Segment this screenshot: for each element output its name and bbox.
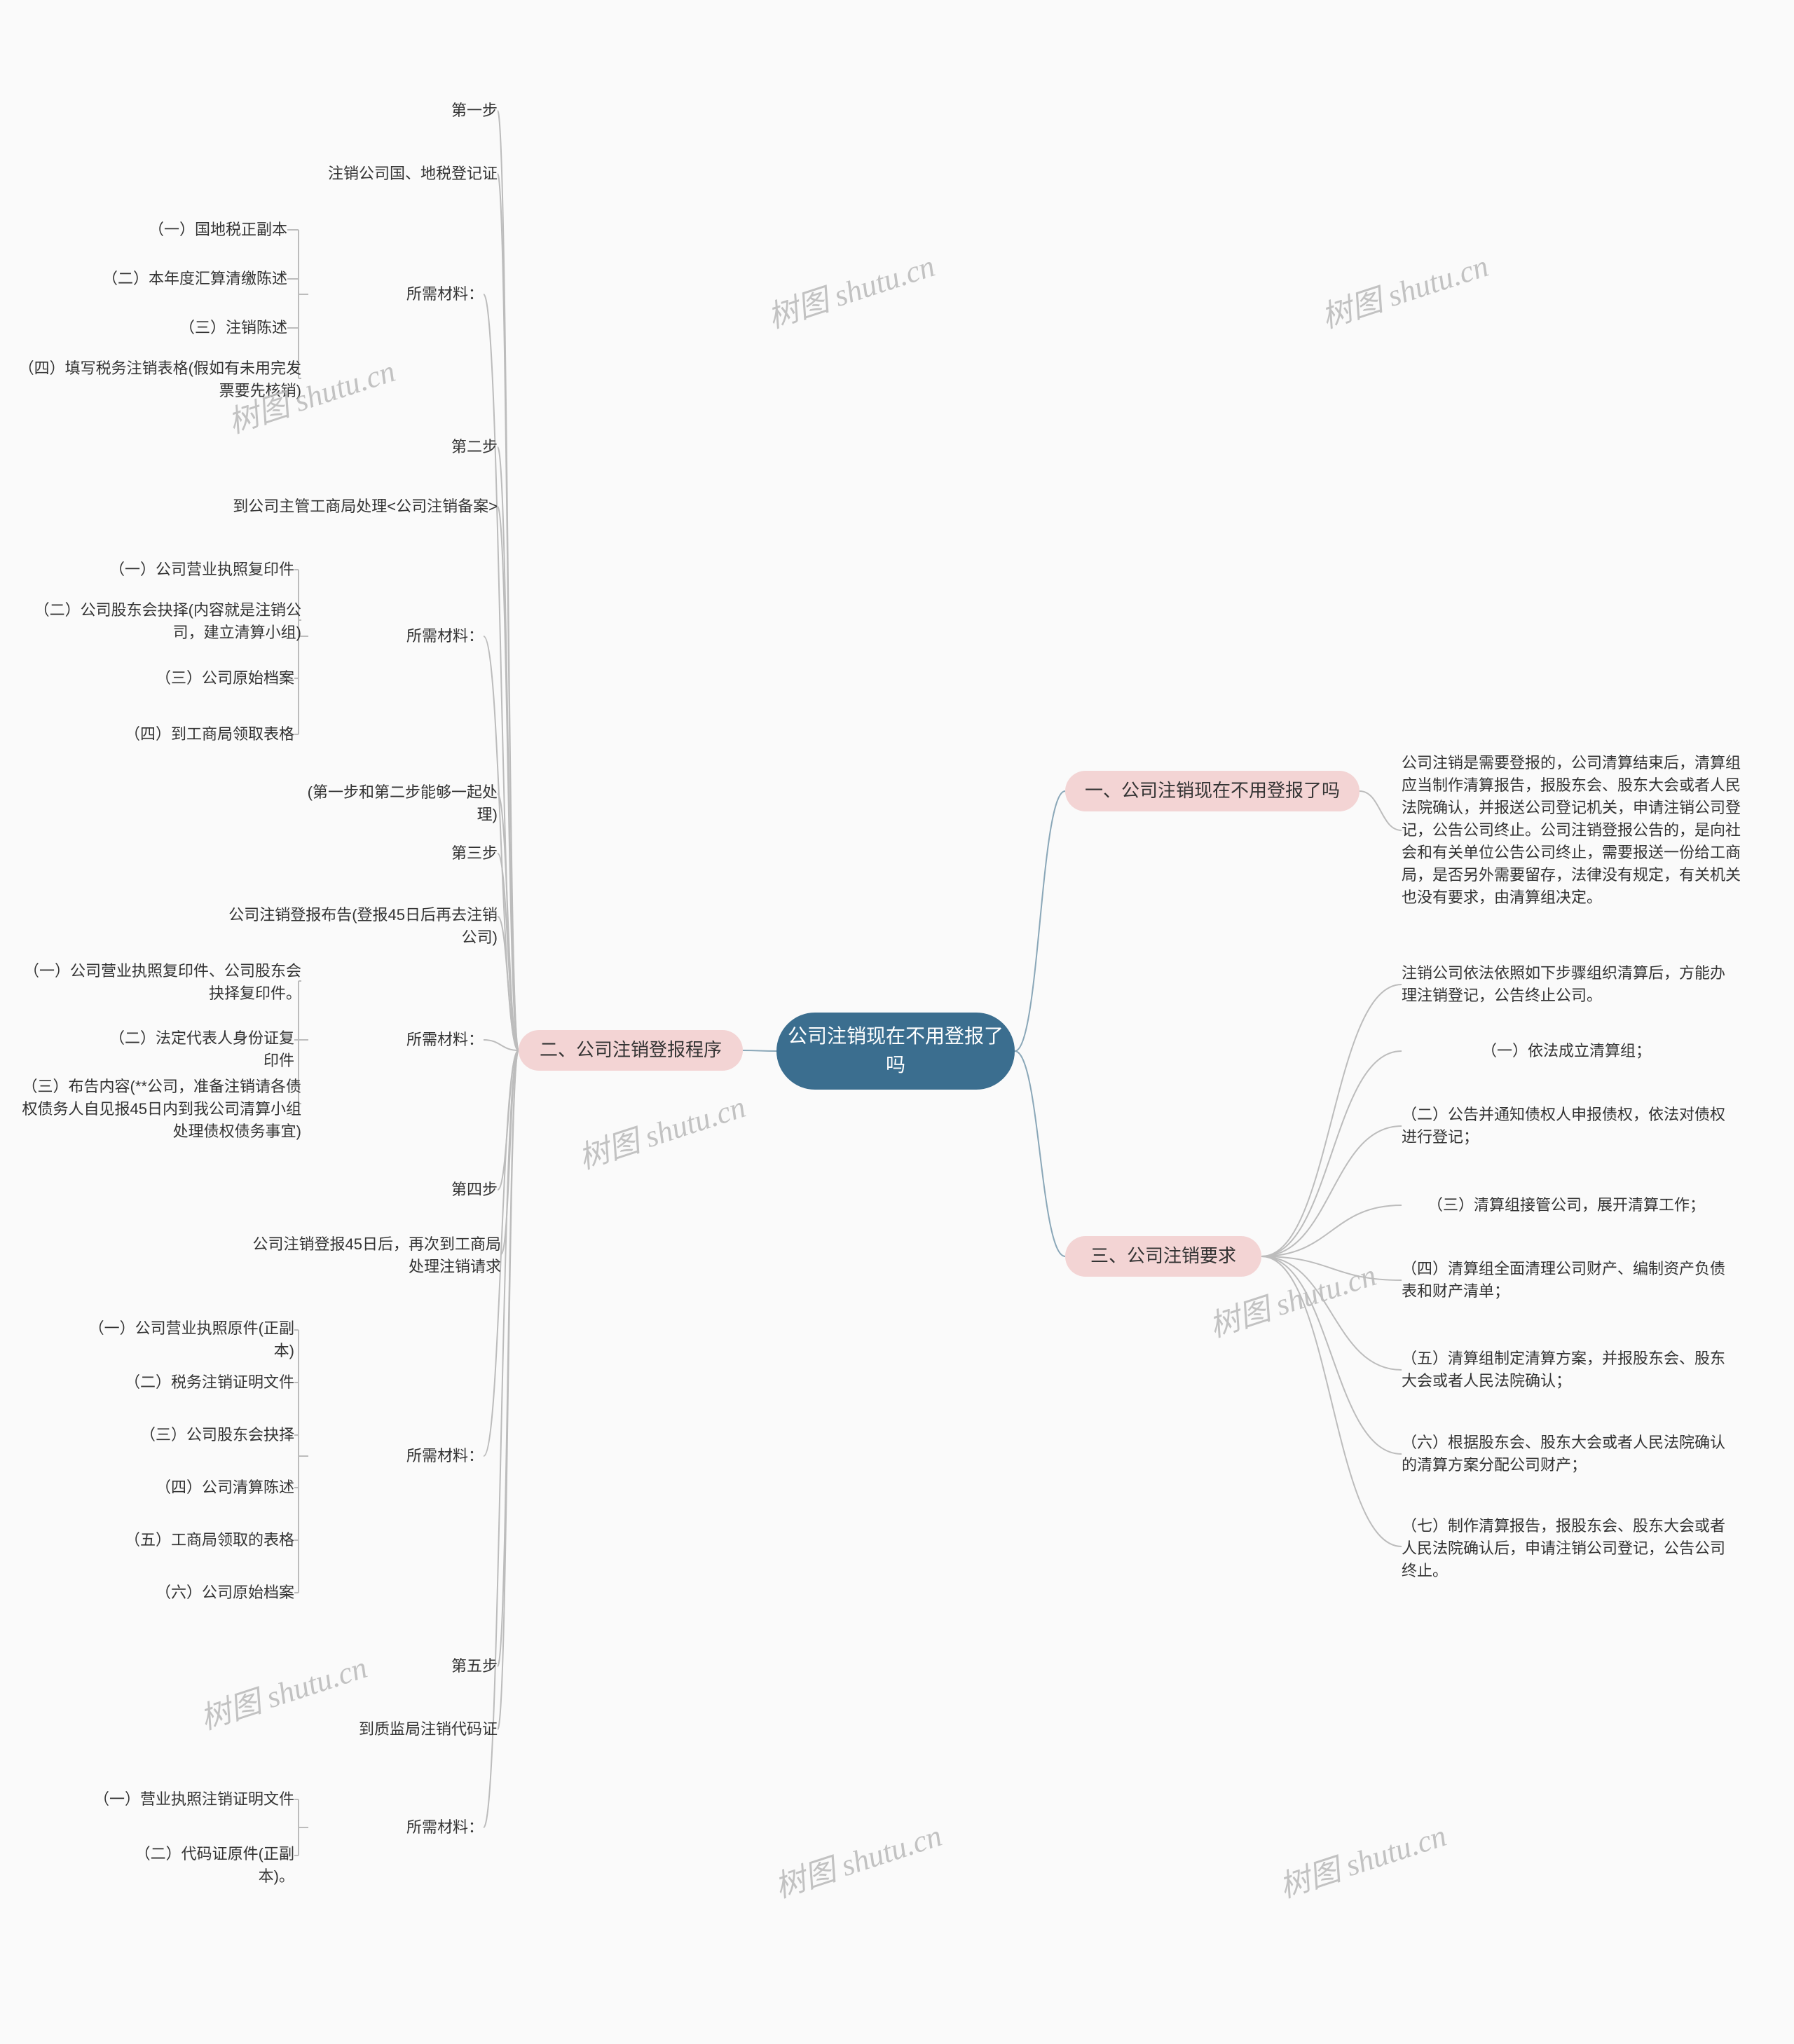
leaf-m3a: （一）公司营业执照复印件、公司股东会抉择复印件。 — [21, 960, 301, 1005]
leaf-s3a: 公司注销登报布告(登报45日后再去注销公司) — [217, 904, 498, 949]
watermark: 树图 shutu.cn — [761, 240, 940, 336]
leaf-b3c5: （五）清算组制定清算方案，并报股东会、股东大会或者人民法院确认； — [1402, 1345, 1731, 1394]
watermark: 树图 shutu.cn — [1315, 240, 1493, 336]
leaf-s4: 第四步 — [329, 1177, 498, 1202]
leaf-m5a: （一）营业执照注销证明文件 — [84, 1787, 294, 1812]
leaf-s5a: 到质监局注销代码证 — [322, 1717, 498, 1742]
leaf-m4: 所需材料： — [308, 1443, 484, 1469]
leaf-m5: 所需材料： — [308, 1815, 484, 1840]
leaf-s4a: 公司注销登报45日后，再次到工商局处理注销请求 — [242, 1233, 501, 1278]
leaf-m4f: （六）公司原始档案 — [140, 1580, 294, 1605]
leaf-m3b: （二）法定代表人身份证复印件 — [98, 1027, 294, 1072]
watermark: 树图 shutu.cn — [1273, 1810, 1451, 1906]
leaf-s2note: (第一步和第二步能够一起处理) — [294, 781, 498, 826]
watermark: 树图 shutu.cn — [768, 1810, 947, 1906]
watermark: 树图 shutu.cn — [572, 1081, 751, 1177]
leaf-m2c: （三）公司原始档案 — [126, 666, 294, 691]
leaf-m2a: （一）公司营业执照复印件 — [98, 557, 294, 582]
leaf-b3c3: （三）清算组接管公司，展开清算工作； — [1402, 1191, 1731, 1219]
leaf-m2d: （四）到工商局领取表格 — [112, 722, 294, 747]
leaf-m4d: （四）公司清算陈述 — [140, 1475, 294, 1500]
leaf-b3c0: 注销公司依法依照如下步骤组织清算后，方能办理注销登记，公告终止公司。 — [1402, 960, 1731, 1009]
leaf-b3c7: （七）制作清算报告，报股东会、股东大会或者人民法院确认后，申请注销公司登记，公告… — [1402, 1515, 1731, 1582]
leaf-b3c4: （四）清算组全面清理公司财产、编制资产负债表和财产清单； — [1402, 1256, 1731, 1305]
leaf-b3c1: （一）依法成立清算组； — [1402, 1037, 1731, 1065]
leaf-m3c: （三）布告内容(**公司，准备注销请各债权债务人自见报45日内到我公司清算小组处… — [21, 1076, 301, 1143]
leaf-m2: 所需材料： — [308, 624, 484, 649]
leaf-m5b: （二）代码证原件(正副本)。 — [105, 1843, 294, 1888]
leaf-s1: 第一步 — [329, 98, 498, 123]
leaf-m1d: （四）填写税务注销表格(假如有未用完发票要先核销) — [7, 357, 301, 402]
leaf-m3: 所需材料： — [308, 1027, 484, 1052]
leaf-s5: 第五步 — [329, 1654, 498, 1679]
leaf-s2a: 到公司主管工商局处理<公司注销备案> — [231, 494, 498, 519]
leaf-b3c6: （六）根据股东会、股东大会或者人民法院确认的清算方案分配公司财产； — [1402, 1429, 1731, 1479]
mindmap-canvas: 公司注销现在不用登报了吗 一、公司注销现在不用登报了吗 公司注销是需要登报的，公司清… — [0, 0, 1794, 2044]
leaf-s3: 第三步 — [329, 841, 498, 866]
leaf-m4c: （三）公司股东会抉择 — [126, 1422, 294, 1448]
branch-b2[interactable]: 二、公司注销登报程序 — [519, 1030, 743, 1071]
leaf-s1a: 注销公司国、地税登记证 — [294, 161, 498, 186]
leaf-m1c: （三）注销陈述 — [147, 315, 287, 341]
leaf-b1c1: 公司注销是需要登报的，公司清算结束后，清算组应当制作清算报告，报股东会、股东大会… — [1402, 739, 1752, 921]
leaf-b3c2: （二）公告并通知债权人申报债权，依法对债权进行登记； — [1402, 1102, 1731, 1151]
leaf-s2: 第二步 — [329, 434, 498, 460]
leaf-m4b: （二）税务注销证明文件 — [112, 1370, 294, 1395]
leaf-m4a: （一）公司营业执照原件(正副本) — [70, 1317, 294, 1362]
leaf-m4e: （五）工商局领取的表格 — [112, 1528, 294, 1553]
leaf-m1: 所需材料： — [308, 282, 484, 307]
leaf-m2b: （二）公司股东会抉择(内容就是注销公司，建立清算小组) — [21, 599, 301, 644]
branch-b3[interactable]: 三、公司注销要求 — [1065, 1236, 1261, 1277]
branch-b1[interactable]: 一、公司注销现在不用登报了吗 — [1065, 771, 1360, 811]
root-label: 公司注销现在不用登报了吗 — [788, 1022, 1004, 1079]
leaf-m1a: （一）国地税正副本 — [119, 217, 287, 242]
leaf-m1b: （二）本年度汇算清缴陈述 — [77, 266, 287, 291]
root-node[interactable]: 公司注销现在不用登报了吗 — [776, 1013, 1015, 1090]
